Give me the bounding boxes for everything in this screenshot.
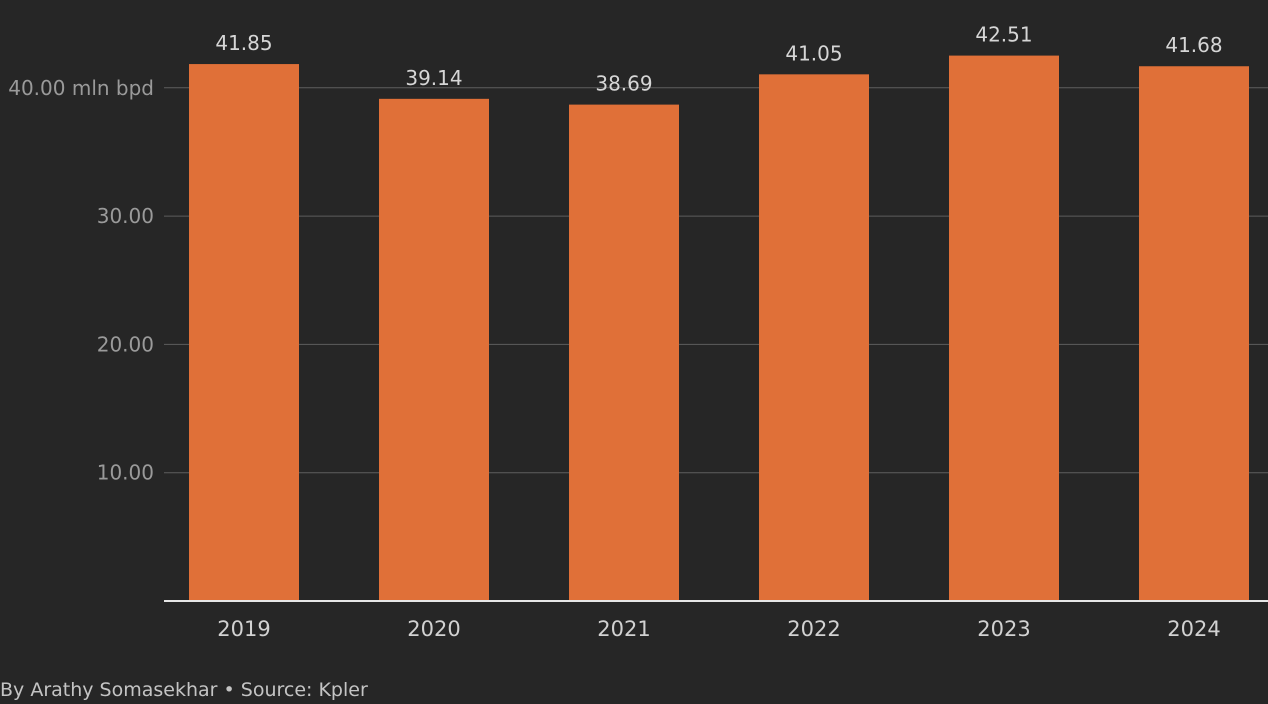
y-tick-label: 10.00 — [97, 461, 154, 485]
x-tick-label: 2023 — [977, 617, 1030, 641]
bar-2020 — [379, 98, 489, 601]
bar-2023 — [949, 55, 1059, 602]
x-tick-label: 2020 — [407, 617, 460, 641]
bar-2021 — [569, 104, 679, 601]
value-label: 42.51 — [975, 23, 1032, 47]
y-tick-label: 40.00 mln bpd — [8, 76, 154, 100]
bar-2024 — [1139, 66, 1249, 601]
value-label: 38.69 — [595, 72, 652, 96]
value-label: 41.68 — [1165, 33, 1222, 57]
y-tick-label: 30.00 — [97, 204, 154, 228]
value-label: 41.85 — [215, 31, 272, 55]
x-tick-label: 2022 — [787, 617, 840, 641]
value-label: 41.05 — [785, 41, 842, 65]
y-tick-label: 20.00 — [97, 332, 154, 356]
x-tick-label: 2021 — [597, 617, 650, 641]
byline-source: By Arathy Somasekhar • Source: Kpler — [0, 679, 368, 701]
x-tick-label: 2024 — [1167, 617, 1220, 641]
x-tick-label: 2019 — [217, 617, 270, 641]
bar-2022 — [759, 74, 869, 602]
value-label: 39.14 — [405, 66, 462, 90]
bar-2019 — [189, 64, 299, 601]
